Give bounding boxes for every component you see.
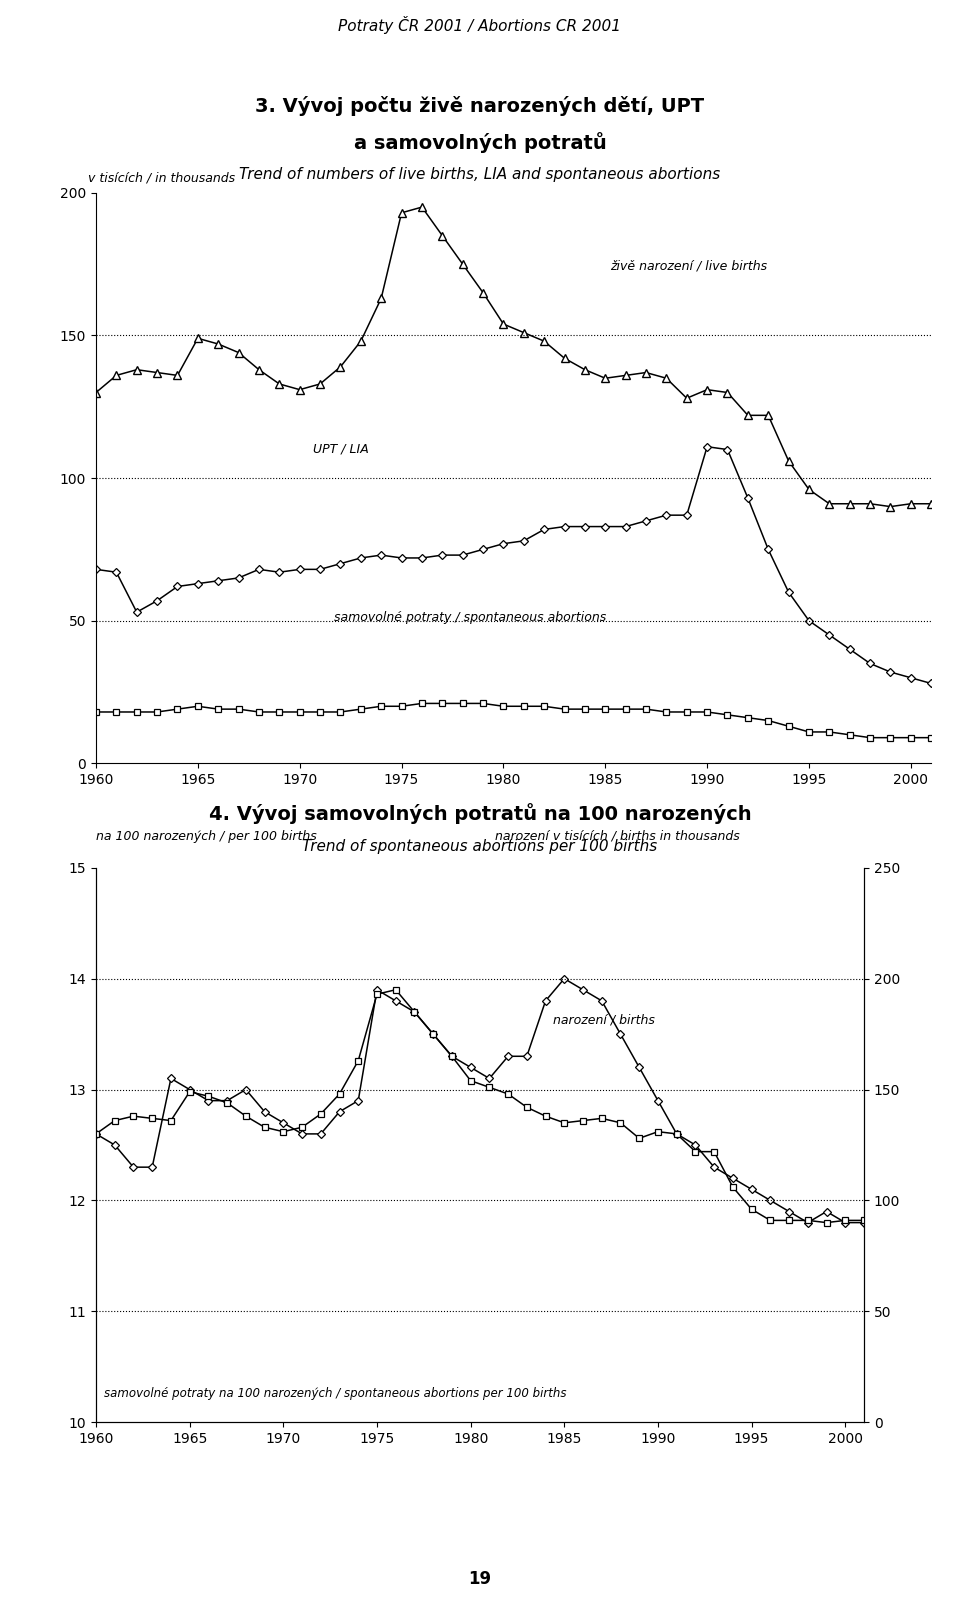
Text: Potraty ČR 2001 / Abortions CR 2001: Potraty ČR 2001 / Abortions CR 2001 bbox=[339, 16, 621, 34]
Text: v tisících / in thousands: v tisících / in thousands bbox=[87, 172, 235, 185]
Text: UPT / LIA: UPT / LIA bbox=[313, 442, 369, 455]
Text: samovolné potraty / spontaneous abortions: samovolné potraty / spontaneous abortion… bbox=[334, 611, 607, 624]
Text: 3. Vývoj počtu živě narozených dětí, UPT: 3. Vývoj počtu živě narozených dětí, UPT bbox=[255, 96, 705, 116]
Text: a samovolných potratů: a samovolných potratů bbox=[353, 132, 607, 153]
Text: narození / births: narození / births bbox=[553, 1012, 655, 1025]
Text: narození v tisících / births in thousands: narození v tisících / births in thousand… bbox=[495, 829, 740, 842]
Text: 4. Vývoj samovolných potratů na 100 narozených: 4. Vývoj samovolných potratů na 100 naro… bbox=[208, 804, 752, 824]
Text: samovolné potraty na 100 narozených / spontaneous abortions per 100 births: samovolné potraty na 100 narozených / sp… bbox=[104, 1387, 566, 1400]
Text: 19: 19 bbox=[468, 1570, 492, 1588]
Text: živě narození / live births: živě narození / live births bbox=[610, 260, 767, 273]
Text: Trend of numbers of live births, LIA and spontaneous abortions: Trend of numbers of live births, LIA and… bbox=[239, 167, 721, 182]
Text: Trend of spontaneous abortions per 100 births: Trend of spontaneous abortions per 100 b… bbox=[302, 839, 658, 853]
Text: na 100 narozených / per 100 births: na 100 narozených / per 100 births bbox=[96, 829, 317, 842]
